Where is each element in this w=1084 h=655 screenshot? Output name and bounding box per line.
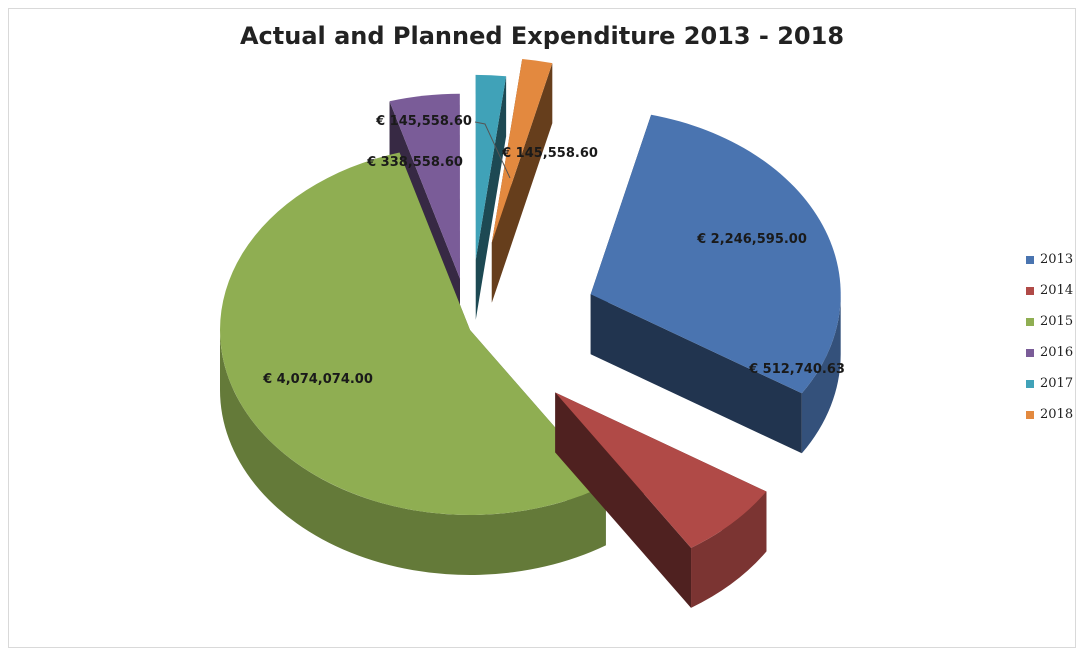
leader-line-2017 [474,121,511,179]
legend-swatch [1026,286,1034,295]
legend-swatch [1026,255,1034,264]
data-label-2015: € 4,074,074.00 [262,372,373,387]
slice-top-2017 [475,74,507,260]
slice-wall [491,63,553,303]
pie-slice-2014 [555,392,767,608]
slice-top-2013 [590,114,841,394]
legend-item-2013: 2013 [1026,244,1073,275]
legend-item-2016: 2016 [1026,337,1073,368]
slice-top-2015 [220,152,606,515]
data-label-2014: € 512,740.63 [748,362,845,377]
data-label-2013: € 2,246,595.00 [696,232,807,247]
slice-wall [590,294,802,454]
slice-rim [801,294,841,454]
slice-rim [220,330,606,575]
data-label-2017: € 145,558.60 [375,114,472,129]
data-label-2016: € 338,558.60 [366,155,463,170]
slice-rim [691,491,767,608]
legend-label: 2016 [1040,345,1074,360]
slice-top-2016 [389,93,461,279]
chart-title: Actual and Planned Expenditure 2013 - 20… [239,22,845,50]
data-label-2018: € 145,558.60 [501,146,598,161]
legend-swatch [1026,410,1034,419]
slice-top-2018 [491,59,553,243]
legend-item-2018: 2018 [1026,399,1073,430]
legend-label: 2015 [1040,314,1074,329]
slice-wall [555,392,692,608]
legend-swatch [1026,348,1034,357]
legend-swatch [1026,317,1034,326]
pie-slice-2013 [590,114,841,454]
legend-item-2015: 2015 [1026,306,1073,337]
legend-item-2014: 2014 [1026,275,1073,306]
pie-slice-2015 [220,152,606,575]
legend-item-2017: 2017 [1026,368,1073,399]
slice-wall [475,76,507,320]
legend-label: 2014 [1040,283,1074,298]
slice-top-2014 [555,392,767,548]
legend-label: 2017 [1040,376,1074,391]
legend-label: 2018 [1040,407,1074,422]
pie-slice-2018 [491,59,553,303]
pie-slice-2017 [475,74,507,320]
legend-swatch [1026,379,1034,388]
chart-legend: 2013 2014 2015 2016 2017 2018 [1026,244,1073,430]
legend-label: 2013 [1040,252,1074,267]
